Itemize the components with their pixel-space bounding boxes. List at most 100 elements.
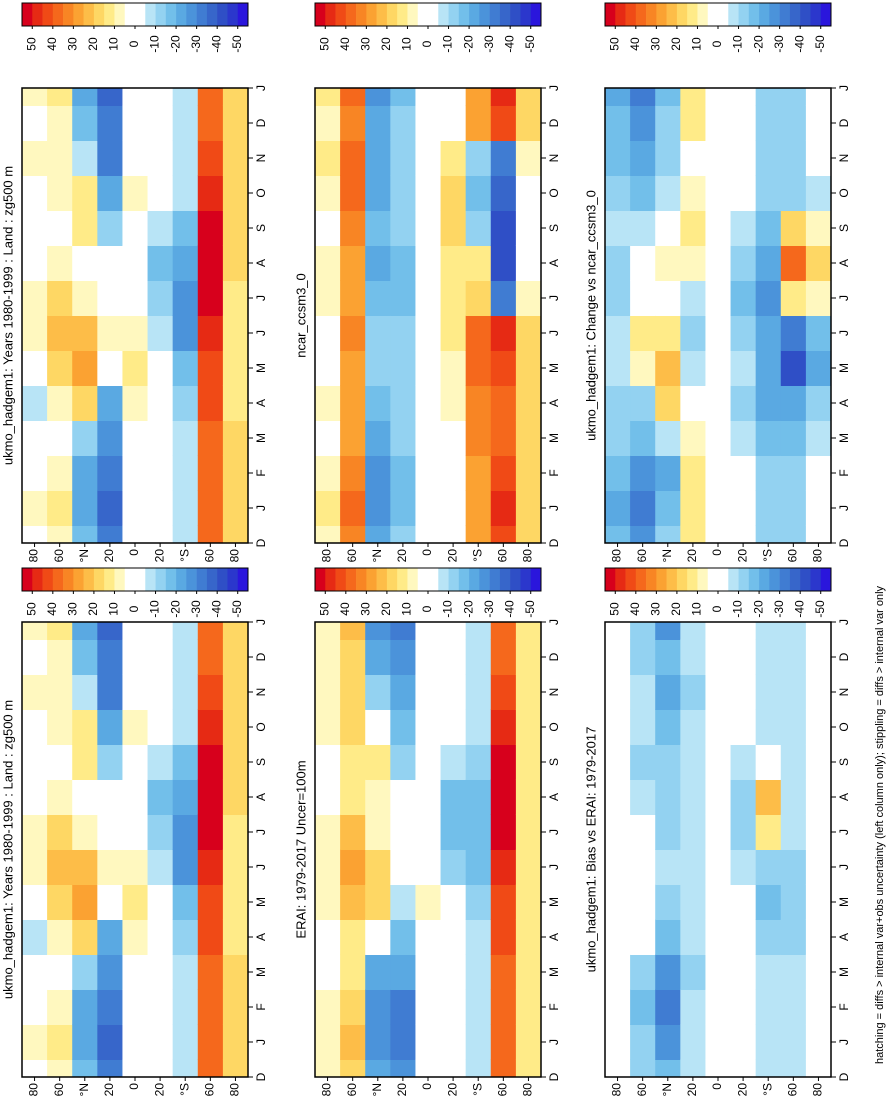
month-label: A <box>547 259 561 267</box>
cell <box>340 385 366 421</box>
cell <box>490 280 517 316</box>
cell <box>440 105 467 141</box>
cell <box>605 140 631 176</box>
cell <box>630 245 656 281</box>
lat-tick-label: 0 <box>127 1083 141 1090</box>
cell <box>515 455 541 491</box>
cell <box>72 919 98 955</box>
month-label: A <box>547 399 561 407</box>
cell <box>390 622 416 640</box>
cell <box>72 245 98 281</box>
cell <box>630 490 656 526</box>
cell <box>97 744 123 780</box>
cell <box>172 814 199 850</box>
cell <box>680 1059 706 1077</box>
cell <box>415 1024 442 1060</box>
colorbar-label: 40 <box>338 37 352 51</box>
colorbar-swatch <box>779 3 791 26</box>
cell <box>490 919 517 955</box>
cell <box>365 420 391 456</box>
month-label: M <box>837 897 851 907</box>
colorbar-swatch <box>625 3 637 26</box>
colorbar-swatch <box>479 3 490 26</box>
month-label: M <box>254 363 268 373</box>
cell <box>222 779 248 815</box>
colorbar-swatch <box>448 568 460 591</box>
cell <box>490 849 517 885</box>
cell <box>465 989 492 1025</box>
month-label: F <box>547 1003 561 1010</box>
month-label: J <box>254 295 268 301</box>
cell <box>197 175 224 211</box>
cell <box>415 88 442 106</box>
cell <box>655 674 681 710</box>
cell <box>147 814 174 850</box>
cell <box>47 105 73 141</box>
colorbar-swatch <box>407 568 419 591</box>
cell <box>415 140 442 176</box>
lat-tick-label: °S <box>177 1083 191 1096</box>
colorbar-swatch <box>165 568 177 591</box>
cell <box>780 779 807 815</box>
cell <box>515 175 541 211</box>
cell <box>340 744 366 780</box>
colorbar-swatch <box>366 3 377 26</box>
cell <box>805 849 831 885</box>
cell <box>730 420 757 456</box>
cell <box>222 88 248 106</box>
colorbar-swatch <box>52 568 64 591</box>
cell <box>97 622 123 640</box>
cell <box>390 420 416 456</box>
cell <box>490 1059 517 1077</box>
cell <box>680 639 706 675</box>
month-label: O <box>547 188 561 197</box>
cell <box>97 280 123 316</box>
cell <box>390 639 416 675</box>
cell <box>315 814 341 850</box>
cell <box>440 919 467 955</box>
cell <box>122 525 149 543</box>
cell <box>365 385 391 421</box>
colorbar-label: -10 <box>441 600 455 618</box>
cell <box>705 175 732 211</box>
cell <box>147 490 174 526</box>
cell <box>122 814 149 850</box>
cell <box>47 919 73 955</box>
colorbar-swatch <box>520 568 532 591</box>
cell <box>440 814 467 850</box>
colorbar-swatch <box>345 568 357 591</box>
cell <box>730 490 757 526</box>
cell <box>365 814 391 850</box>
cell <box>315 954 341 990</box>
cell <box>147 175 174 211</box>
cell <box>755 350 782 386</box>
field <box>22 88 248 543</box>
cell <box>680 779 706 815</box>
month-label: N <box>837 154 851 163</box>
colorbar-label: -40 <box>502 35 516 53</box>
cell <box>147 779 174 815</box>
cell <box>22 1024 48 1060</box>
cell <box>72 849 98 885</box>
cell <box>97 639 123 675</box>
cell <box>605 989 631 1025</box>
cell <box>97 140 123 176</box>
cell <box>172 639 199 675</box>
lat-tick-label: 60 <box>786 1083 800 1097</box>
cell <box>415 350 442 386</box>
lat-tick-label: 60 <box>496 549 510 563</box>
cell <box>780 245 807 281</box>
month-label: F <box>547 469 561 476</box>
colorbar-swatch <box>335 3 347 26</box>
cell <box>97 385 123 421</box>
cell <box>415 849 442 885</box>
cell <box>730 140 757 176</box>
colorbar-swatch <box>73 3 84 26</box>
cell <box>415 919 442 955</box>
cell <box>655 744 681 780</box>
cell <box>805 1059 831 1077</box>
colorbar-swatch <box>520 3 532 26</box>
colorbar-swatch <box>165 3 177 26</box>
cell <box>365 709 391 745</box>
cell <box>680 744 706 780</box>
